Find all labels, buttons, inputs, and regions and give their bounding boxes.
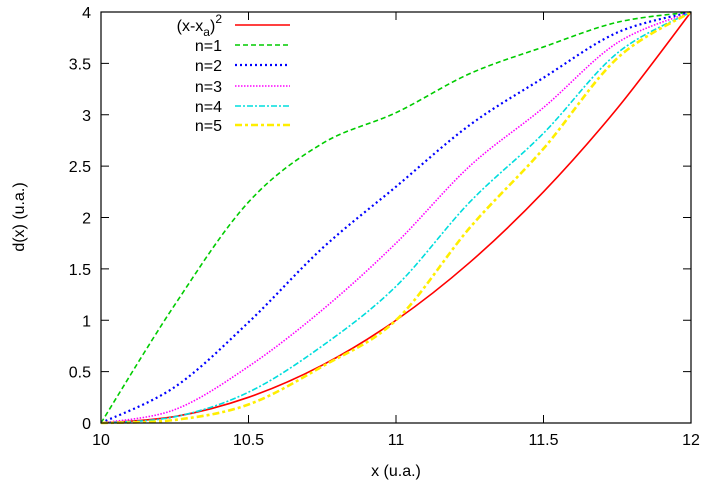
legend-label-sup: 2 — [215, 12, 222, 26]
series-2 — [100, 10, 692, 424]
x-tick-label: 10.5 — [233, 432, 264, 449]
legend: (x-xa)2n=1n=2n=3n=4n=5 — [177, 12, 290, 135]
series-line — [100, 11, 692, 424]
series-line — [100, 10, 692, 424]
legend-label: n=1 — [195, 38, 222, 55]
x-tick-label: 10 — [92, 432, 110, 449]
y-tick-label: 0.5 — [69, 365, 91, 382]
legend-label: n=3 — [195, 79, 222, 96]
series-0 — [100, 11, 692, 424]
series-lines — [100, 10, 692, 425]
legend-label: n=5 — [195, 118, 222, 135]
x-tick-label: 11.5 — [529, 432, 559, 449]
x-tick-label: 12 — [682, 432, 700, 449]
series-line — [100, 11, 692, 424]
y-axis-label: d(x) (u.a.) — [11, 182, 28, 251]
series-line — [100, 10, 692, 425]
y-tick-label: 1.5 — [69, 262, 91, 279]
legend-label: n=2 — [195, 58, 222, 75]
legend-label: n=4 — [195, 99, 222, 116]
y-tick-label: 4 — [82, 5, 91, 22]
series-3 — [100, 11, 692, 424]
y-tick-label: 3.5 — [69, 56, 91, 73]
y-tick-label: 2.5 — [69, 159, 91, 176]
legend-label-close: ) — [210, 18, 215, 35]
y-tick-label: 3 — [82, 108, 91, 125]
series-5 — [100, 10, 692, 425]
x-axis-label: x (u.a.) — [371, 463, 421, 480]
x-tick-label: 11 — [388, 432, 405, 449]
y-tick-label: 1 — [82, 313, 91, 330]
y-tick-label: 0 — [82, 416, 91, 433]
series-4 — [100, 11, 692, 424]
legend-label-sub: a — [203, 25, 210, 39]
series-line — [100, 11, 692, 424]
y-tick-label: 2 — [82, 211, 91, 228]
legend-label-main: (x-x — [177, 18, 204, 35]
legend-label: (x-xa)2 — [177, 12, 223, 39]
